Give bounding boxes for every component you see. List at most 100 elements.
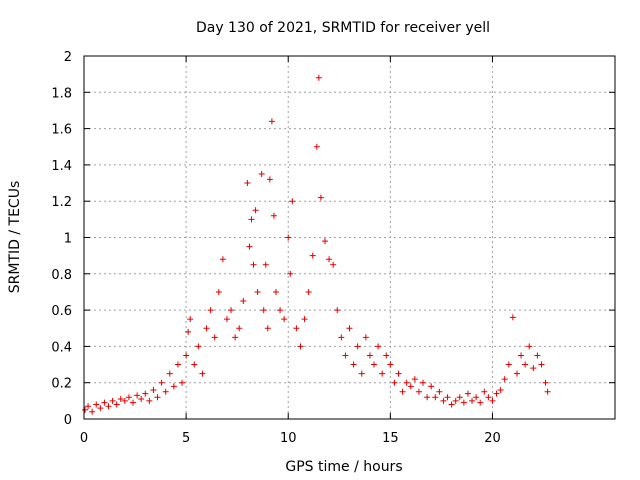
data-point [162,388,169,395]
x-tick-label: 20 [484,431,501,446]
data-point [501,376,508,383]
data-point [362,334,369,341]
data-point [477,399,484,406]
data-point [268,118,275,125]
data-point [287,270,294,277]
data-point [534,352,541,359]
data-point [258,170,265,177]
data-point [334,307,341,314]
data-point [254,288,261,295]
data-point [399,388,406,395]
data-point [248,216,255,223]
data-point [428,383,435,390]
data-points [82,74,551,415]
data-point [260,307,267,314]
grid-lines [84,56,615,419]
data-point [544,388,551,395]
data-point [97,405,104,412]
data-point [395,370,402,377]
data-point [211,334,218,341]
data-point [513,370,520,377]
data-point [448,401,455,408]
data-point [219,256,226,263]
data-point [375,343,382,350]
y-tick-label: 0 [64,413,72,428]
data-point [101,399,108,406]
data-point [456,394,463,401]
data-point [154,394,161,401]
data-point [179,379,186,386]
data-point [469,397,476,404]
data-point [317,194,324,201]
data-point [440,397,447,404]
data-point [526,343,533,350]
data-point [358,370,365,377]
data-point [330,261,337,268]
y-tick-label: 1.4 [51,159,72,174]
data-point [420,379,427,386]
data-point [301,316,308,323]
data-point [150,386,157,393]
data-point [246,243,253,250]
data-point [493,390,500,397]
data-point [138,396,145,403]
y-tick-label: 1.8 [51,86,72,101]
y-axis-label: SRMTID / TECUs [7,181,23,294]
data-point [134,392,141,399]
data-point [460,399,467,406]
axis-ticks: 0 5 10 15 20 0 0.2 0.4 0.6 0.8 1 1.2 1.4 1.6 1.8 2 [51,50,615,446]
data-point [130,399,137,406]
data-point [538,361,545,368]
data-point [187,316,194,323]
data-point [383,352,390,359]
chart-title: Day 130 of 2021, SRMTID for receiver yel… [196,20,490,36]
data-point [505,361,512,368]
data-point [289,198,296,205]
data-point [489,397,496,404]
data-point [232,334,239,341]
data-point [125,394,132,401]
data-point [215,288,222,295]
data-point [464,390,471,397]
y-tick-label: 2 [64,50,72,65]
data-point [350,361,357,368]
data-point [158,379,165,386]
data-point [240,298,247,305]
data-point [166,370,173,377]
data-point [542,379,549,386]
data-point [174,361,181,368]
data-point [452,397,459,404]
data-point [250,261,257,268]
x-tick-label: 0 [80,431,88,446]
data-point [481,388,488,395]
data-point [199,370,206,377]
y-tick-label: 0.2 [51,377,72,392]
data-point [203,325,210,332]
data-point [321,238,328,245]
data-point [266,176,273,183]
data-point [473,394,480,401]
data-point [305,288,312,295]
data-point [530,365,537,372]
data-point [407,383,414,390]
y-tick-label: 0.4 [51,340,72,355]
data-point [403,379,410,386]
data-point [497,386,504,393]
data-point [485,394,492,401]
data-point [262,261,269,268]
x-tick-label: 5 [182,431,190,446]
data-point [236,325,243,332]
data-point [142,390,149,397]
data-point [342,352,349,359]
y-tick-label: 1.6 [51,123,72,138]
data-point [315,74,322,81]
y-tick-label: 1.2 [51,195,72,210]
data-point [170,383,177,390]
data-point [191,361,198,368]
data-point [432,394,439,401]
data-point [391,379,398,386]
data-point [415,388,422,395]
data-point [93,401,100,408]
data-point [285,234,292,241]
